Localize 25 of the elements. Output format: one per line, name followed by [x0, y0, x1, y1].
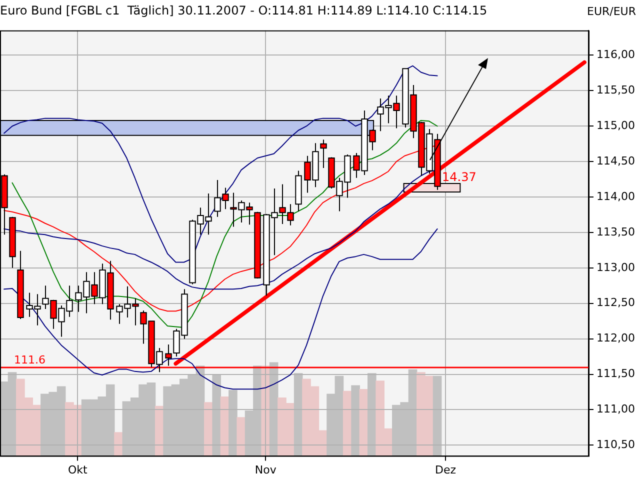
bar [228, 390, 238, 456]
y-tick-label: 111,50 [596, 367, 636, 380]
bar [432, 376, 442, 456]
y-tick-label: 111,00 [596, 402, 636, 416]
chart-title: Euro Bund [FGBL c1 Täglich] 30.11.2007 - O:114.81 H:114.89 L:114.10 C:114.15 [0, 3, 488, 18]
bar [236, 417, 246, 456]
y-tick-label: 112,00 [596, 332, 636, 345]
y-tick-label: 115,50 [596, 84, 636, 97]
bar [212, 374, 222, 456]
x-tick-label: Dez [434, 463, 456, 476]
y-tick-label: 113,50 [596, 225, 636, 238]
y-tick-label: 110,50 [596, 438, 636, 452]
y-tick-label: 112,50 [596, 296, 636, 310]
y-tick-label: 116,00 [596, 48, 636, 62]
y-tick-label: 114,50 [596, 154, 636, 168]
y-tick-label: 113,00 [596, 260, 636, 274]
annotation: 14.37 [442, 170, 476, 184]
bar [351, 385, 360, 456]
ref-line-label: 111.6 [14, 354, 46, 366]
x-tick-label: Okt [68, 463, 88, 476]
y-tick-label: 115,00 [596, 118, 636, 132]
y-tick-label: 114,00 [596, 190, 636, 203]
bar [114, 432, 123, 456]
y-axis-title: EUR/EUR [587, 4, 636, 18]
x-tick-label: Nov [254, 463, 277, 476]
